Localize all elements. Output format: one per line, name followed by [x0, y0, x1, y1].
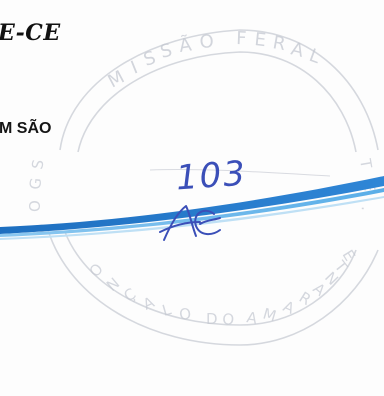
svg-text:F: F: [236, 28, 247, 49]
svg-text:G: G: [26, 177, 45, 190]
svg-text:E: E: [253, 29, 267, 51]
svg-text:O: O: [199, 31, 215, 53]
svg-text:Ã: Ã: [178, 33, 194, 57]
svg-text:R: R: [271, 32, 287, 55]
svg-text:S: S: [28, 158, 47, 171]
svg-text:O: O: [222, 310, 235, 329]
svg-text:S: S: [158, 40, 174, 63]
svg-text:A: A: [245, 308, 259, 328]
svg-text:D: D: [206, 310, 218, 328]
svg-text:A: A: [289, 38, 307, 62]
svg-text:T: T: [356, 157, 376, 171]
svg-text:.: .: [358, 206, 376, 212]
svg-text:O: O: [178, 304, 192, 323]
svg-text:O: O: [26, 200, 44, 212]
subtitle-text: M SÃO: [0, 120, 52, 137]
header-title: E-CE: [0, 20, 61, 46]
svg-text:M: M: [261, 305, 278, 326]
